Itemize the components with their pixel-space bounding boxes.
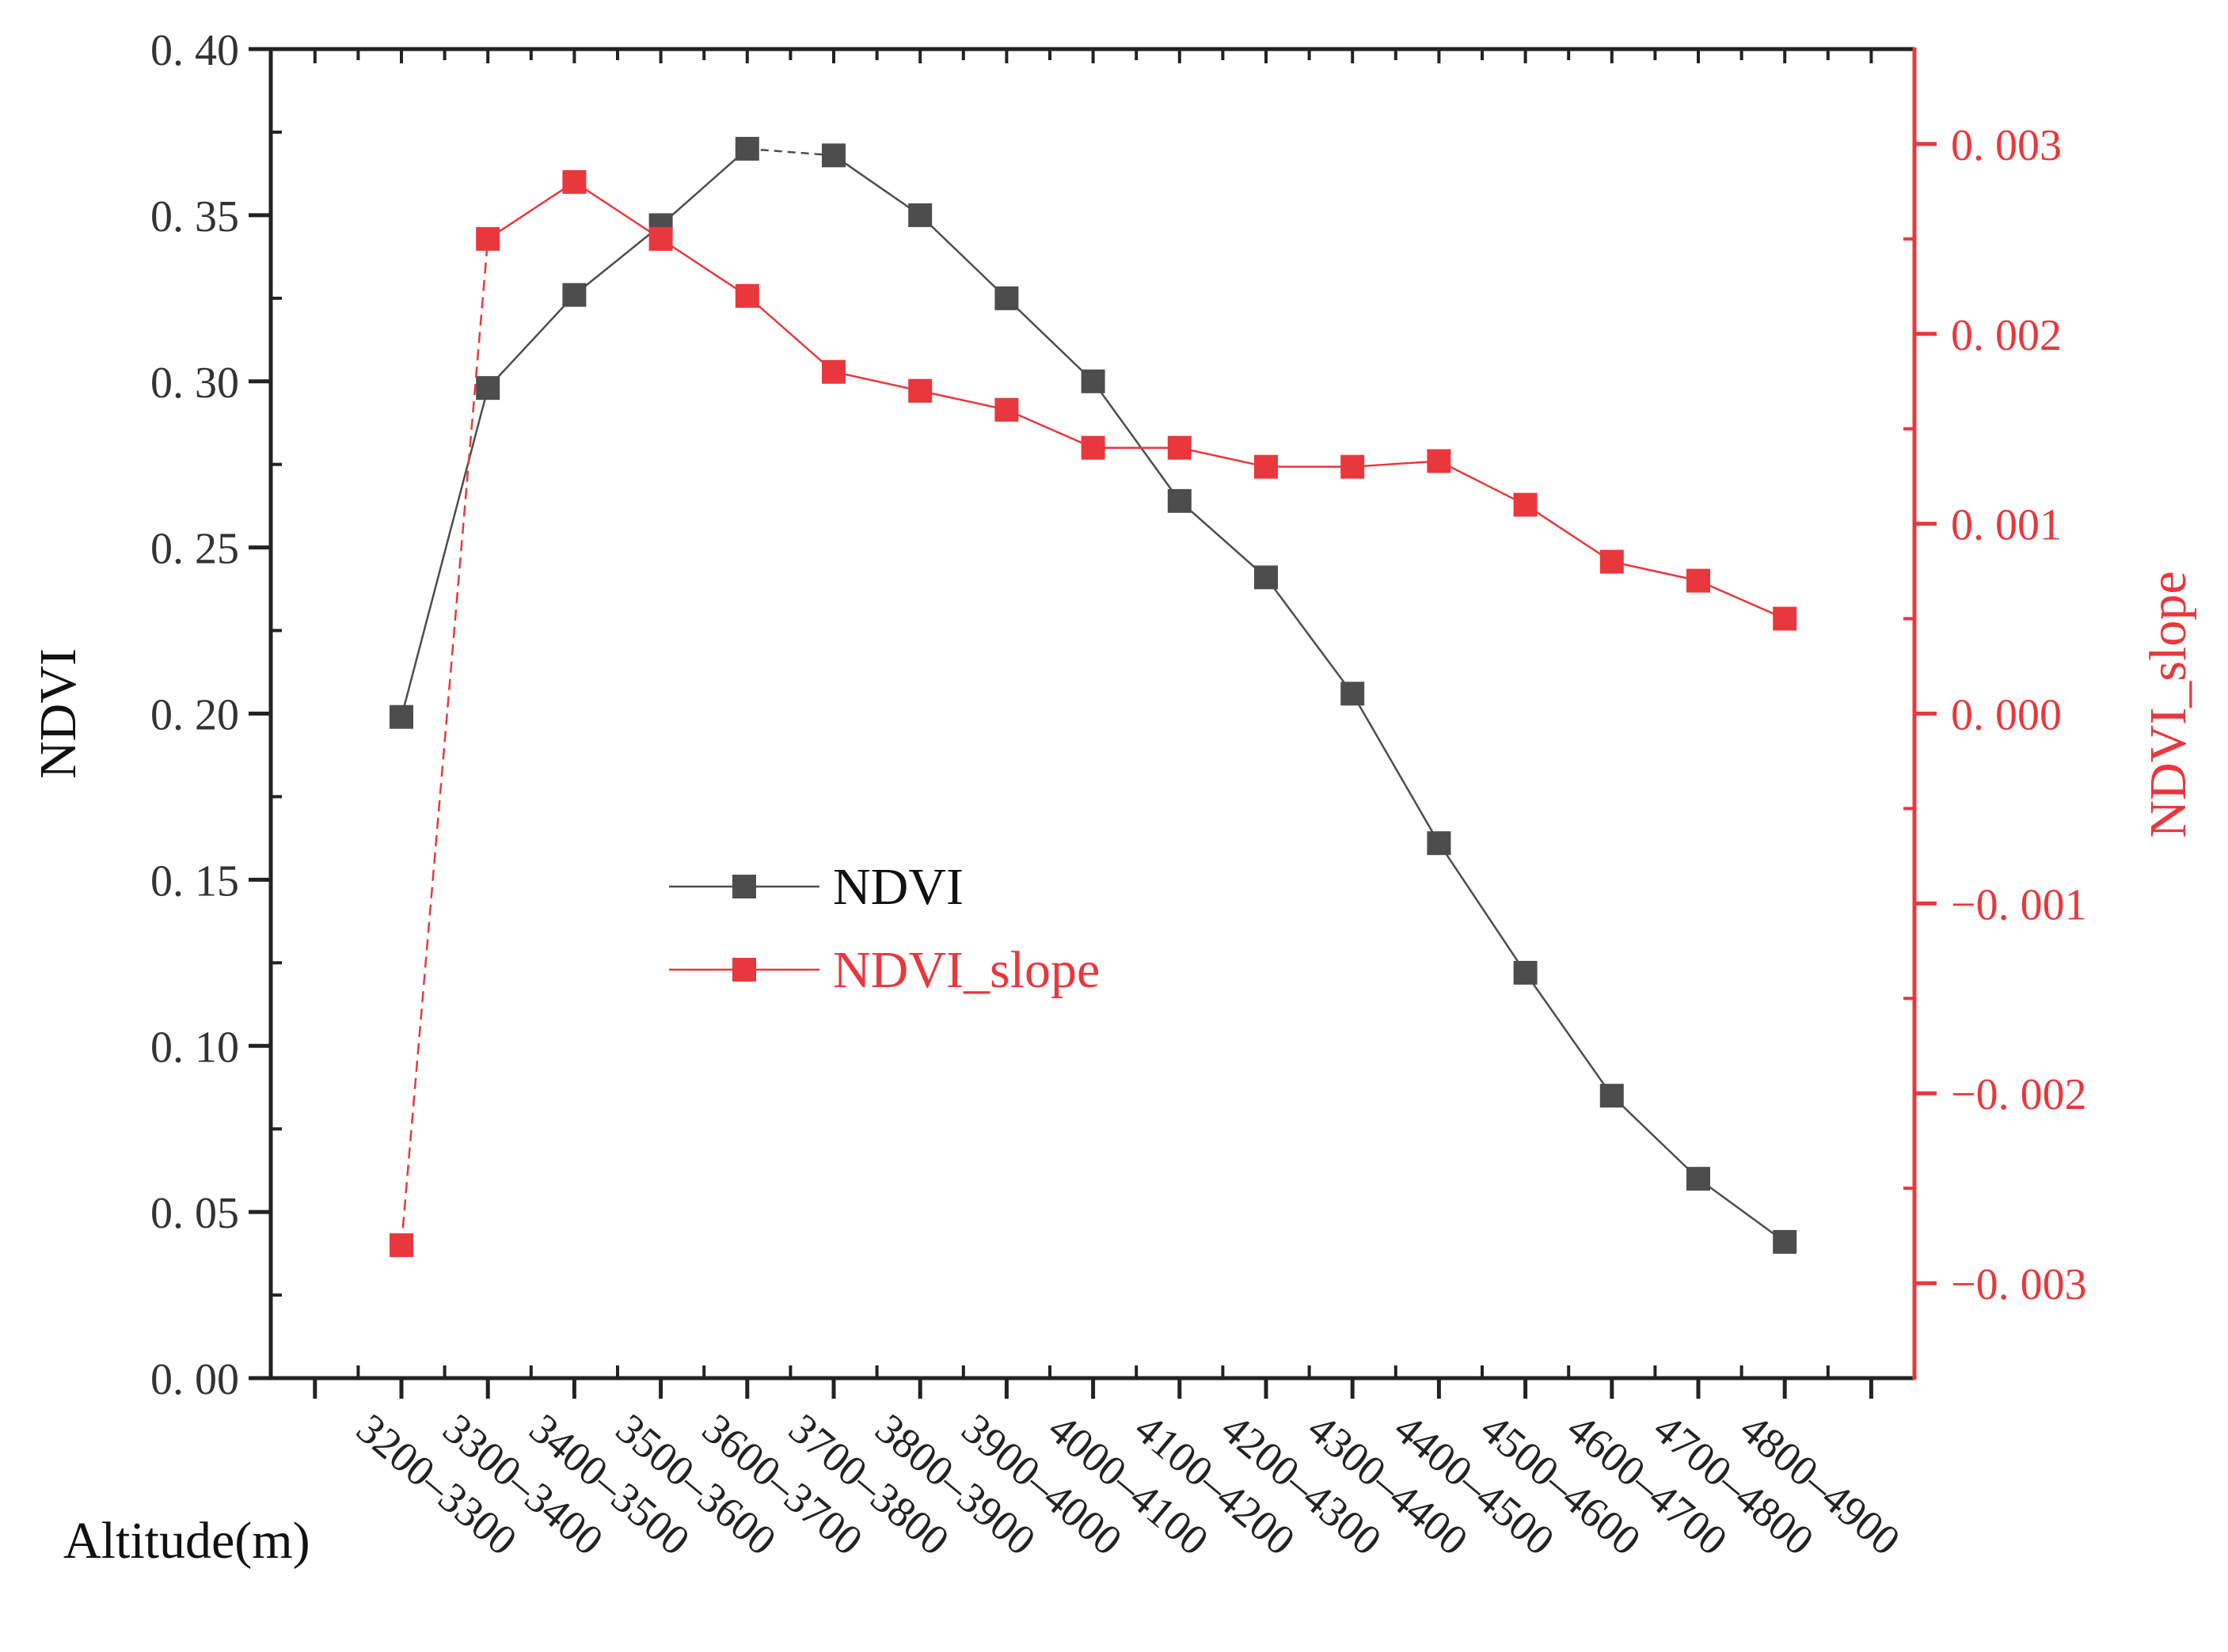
data-point bbox=[1340, 454, 1365, 479]
series-ndvi bbox=[390, 136, 1797, 1254]
data-point bbox=[908, 378, 933, 403]
data-point bbox=[562, 169, 587, 194]
right-y-tick-label: −0. 001 bbox=[1951, 880, 2087, 929]
left-y-tick-label: 0. 40 bbox=[150, 26, 239, 75]
data-point bbox=[1167, 435, 1192, 460]
right-y-tick-label: 0. 003 bbox=[1951, 121, 2062, 170]
data-point bbox=[1686, 568, 1710, 593]
data-point bbox=[476, 226, 500, 251]
data-point bbox=[735, 136, 759, 161]
series-line-segment bbox=[400, 238, 489, 1246]
series-line-segment bbox=[660, 237, 748, 297]
series-line-segment bbox=[1610, 1095, 1699, 1180]
right-y-tick-label: 0. 000 bbox=[1951, 691, 2062, 740]
data-point bbox=[390, 704, 413, 729]
right-y-tick-label: 0. 001 bbox=[1951, 501, 2062, 550]
data-point bbox=[1167, 488, 1192, 513]
series-line-segment bbox=[1006, 297, 1094, 382]
data-point bbox=[735, 283, 759, 308]
data-point bbox=[1340, 682, 1365, 706]
left-y-tick-label: 0. 35 bbox=[150, 192, 239, 241]
data-point bbox=[1599, 1084, 1624, 1108]
series-line-segment bbox=[1611, 560, 1699, 582]
data-point bbox=[1686, 1167, 1710, 1191]
series-line-segment bbox=[1006, 408, 1094, 449]
legend-marker bbox=[732, 958, 756, 982]
data-point bbox=[822, 359, 846, 384]
series-line-segment bbox=[660, 147, 748, 226]
left-y-tick-label: 0. 25 bbox=[150, 525, 239, 574]
right-y-tick-label: 0. 002 bbox=[1951, 311, 2062, 360]
data-point bbox=[994, 397, 1019, 422]
series-line-segment bbox=[1352, 460, 1439, 468]
legend-item: NDVI_slope bbox=[669, 941, 1100, 999]
series-line-segment bbox=[747, 147, 835, 157]
series-line-segment bbox=[919, 389, 1007, 411]
series-line-segment bbox=[1179, 446, 1267, 468]
data-point bbox=[390, 1233, 413, 1258]
series-line-segment bbox=[573, 224, 662, 296]
legend-item: NDVI bbox=[669, 858, 964, 916]
series-line-segment bbox=[1092, 381, 1181, 502]
left-y-tick-label: 0. 30 bbox=[150, 359, 239, 408]
series-ndvi-slope bbox=[390, 169, 1797, 1258]
data-point bbox=[1254, 565, 1278, 590]
left-y-tick-label: 0. 05 bbox=[150, 1189, 239, 1238]
series-line-segment bbox=[919, 214, 1008, 299]
x-axis-title: Altitude(m) bbox=[63, 1512, 310, 1570]
left-y-tick-label: 0. 15 bbox=[150, 856, 239, 906]
series-line-segment bbox=[1438, 842, 1527, 974]
data-point bbox=[648, 226, 673, 251]
data-point bbox=[1427, 449, 1451, 473]
data-point bbox=[1081, 369, 1105, 393]
series-line-segment bbox=[833, 370, 921, 392]
left-y-tick-label: 0. 20 bbox=[150, 691, 239, 740]
data-point bbox=[476, 376, 500, 401]
left-y-axis-title: NDVI bbox=[29, 648, 87, 779]
series-line-segment bbox=[1524, 972, 1613, 1096]
legend-label: NDVI bbox=[833, 858, 964, 916]
data-point bbox=[1513, 960, 1538, 985]
series-line-segment bbox=[1178, 499, 1267, 579]
series-line-segment bbox=[1352, 693, 1440, 844]
series-line-segment bbox=[487, 180, 576, 240]
data-point bbox=[1427, 831, 1451, 856]
series-line-segment bbox=[573, 180, 662, 240]
left-y-tick-label: 0. 10 bbox=[150, 1023, 239, 1072]
right-y-axis-title: NDVI_slope bbox=[2139, 571, 2197, 837]
series-line-segment bbox=[1698, 1178, 1785, 1243]
data-point bbox=[822, 143, 846, 168]
right-y-tick-label: −0. 003 bbox=[1951, 1260, 2087, 1309]
data-point bbox=[562, 283, 587, 307]
data-point bbox=[1254, 454, 1278, 479]
series-line-segment bbox=[400, 387, 489, 718]
series-line-segment bbox=[746, 294, 835, 373]
series-line-segment bbox=[1438, 460, 1527, 506]
series-line-segment bbox=[487, 294, 576, 389]
data-point bbox=[1773, 1229, 1797, 1254]
data-point bbox=[1773, 606, 1797, 631]
series-line-segment bbox=[1698, 579, 1785, 620]
legend-marker bbox=[732, 875, 756, 898]
right-y-tick-label: −0. 002 bbox=[1951, 1070, 2087, 1119]
data-point bbox=[1513, 492, 1538, 517]
data-point bbox=[994, 286, 1019, 310]
series-line-segment bbox=[1524, 503, 1613, 563]
data-point bbox=[1081, 435, 1105, 460]
data-point bbox=[908, 203, 933, 227]
left-y-tick-label: 0. 00 bbox=[150, 1355, 239, 1404]
legend-label: NDVI_slope bbox=[833, 941, 1100, 999]
series-line-segment bbox=[1264, 576, 1354, 695]
data-point bbox=[1599, 549, 1624, 574]
series-line-segment bbox=[833, 154, 921, 216]
